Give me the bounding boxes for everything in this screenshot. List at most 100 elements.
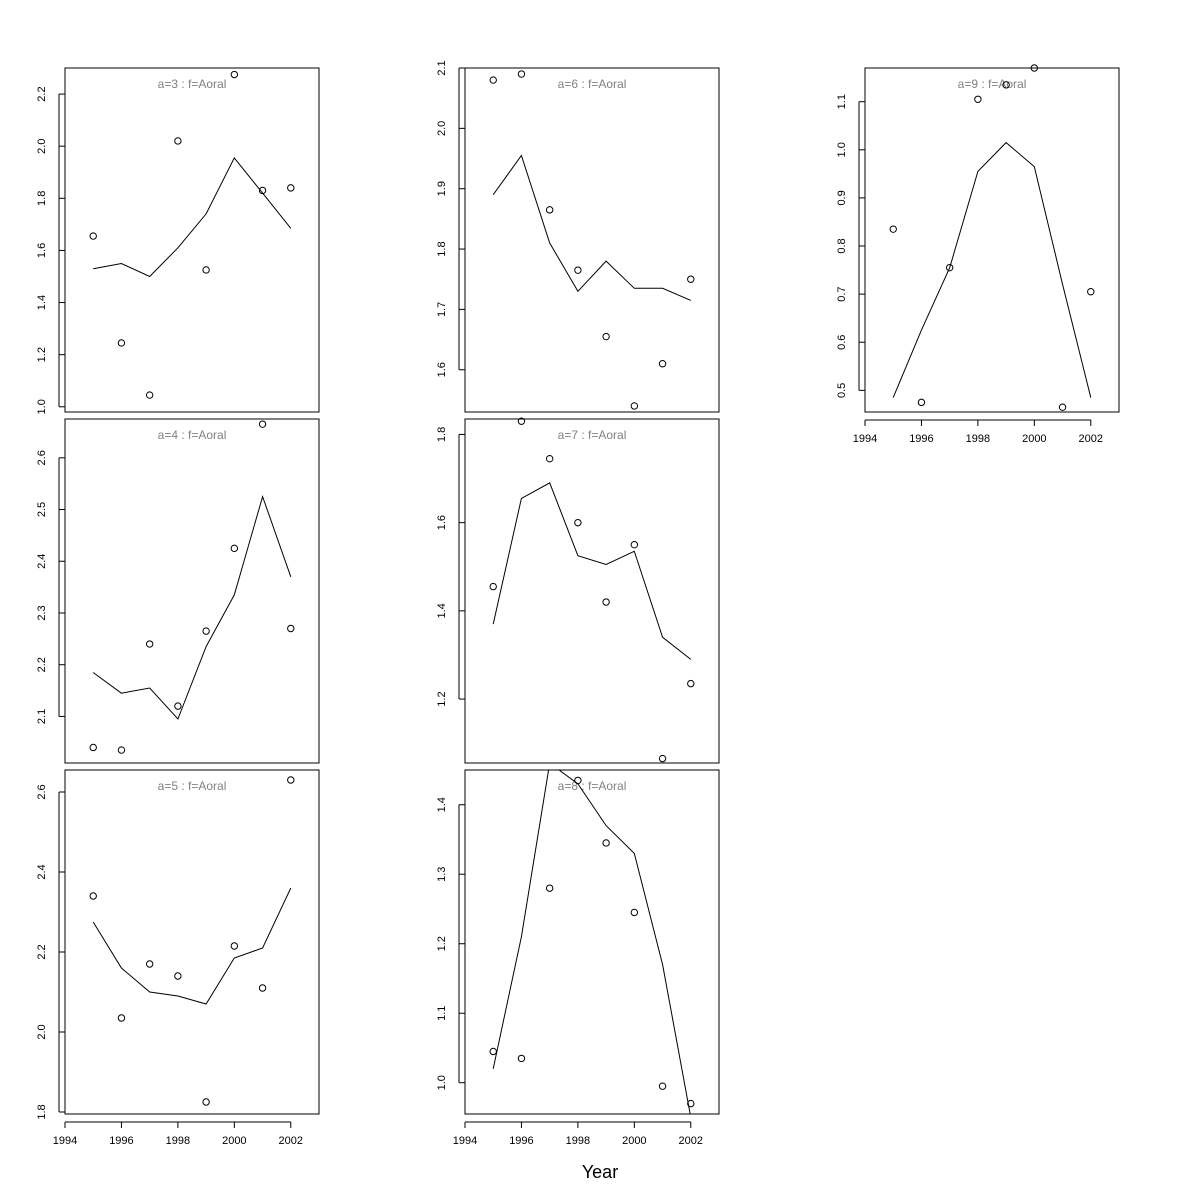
y-tick-label: 1.6 — [36, 243, 48, 258]
y-tick-label: 0.6 — [836, 335, 848, 350]
observed-point — [145, 391, 154, 399]
observed-point — [230, 942, 239, 950]
y-tick-label: 1.0 — [836, 142, 848, 157]
observed-point — [489, 582, 497, 591]
observed-point — [230, 70, 239, 79]
observed-point — [545, 454, 554, 463]
observed-point — [1002, 81, 1010, 89]
panel-title: a=5 : f=Aoral — [158, 779, 227, 793]
observed-point — [658, 360, 667, 368]
observed-point — [687, 275, 695, 283]
plot-area — [92, 887, 292, 1005]
y-tick-label: 0.7 — [836, 286, 848, 301]
plot-area — [492, 770, 691, 1114]
panel-title: a=9 : f=Aoral — [958, 77, 1027, 91]
observed-point — [89, 892, 97, 900]
x-tick-label: 1996 — [909, 433, 933, 445]
y-tick-label: 1.1 — [836, 94, 848, 109]
observed-point — [574, 518, 582, 527]
plot-area — [892, 141, 1092, 398]
x-tick-label: 1994 — [453, 1135, 477, 1147]
observed-point — [258, 420, 267, 428]
y-tick-label: 2.3 — [36, 605, 48, 620]
observed-point — [174, 972, 182, 980]
y-tick-label: 2.0 — [36, 139, 48, 154]
observed-point — [658, 754, 667, 763]
y-tick-label: 1.3 — [436, 867, 448, 882]
x-tick-label: 1996 — [509, 1135, 533, 1147]
plot-area — [492, 482, 692, 660]
y-tick-label: 2.2 — [36, 86, 48, 101]
observed-point — [517, 70, 526, 78]
plot-frame — [464, 418, 720, 764]
y-tick-label: 2.4 — [36, 864, 48, 879]
plot-area — [492, 154, 691, 301]
plot-frame — [464, 769, 720, 1115]
panel: a=8 : f=Aoral 1.0 1.1 1.2 1.3 1.4 1994 1996 1998… — [436, 769, 720, 1147]
y-tick-label: 1.2 — [36, 347, 48, 362]
observed-point — [258, 984, 267, 992]
observed-point — [974, 95, 982, 103]
observed-point — [489, 76, 497, 84]
observed-point — [117, 339, 126, 347]
y-tick-label: 1.9 — [436, 181, 448, 196]
x-tick-label: 1994 — [53, 1135, 77, 1147]
fitted-line — [492, 770, 691, 1114]
observed-point — [687, 679, 695, 688]
figure-xlabel: Year — [582, 1162, 618, 1182]
panel-title: a=4 : f=Aoral — [158, 428, 227, 442]
y-tick-label: 2.2 — [36, 657, 48, 672]
panel-title: a=7 : f=Aoral — [558, 428, 627, 442]
observed-point — [202, 1098, 210, 1106]
observed-point — [658, 1082, 667, 1090]
plot-frame — [64, 418, 320, 764]
y-tick-label: 0.9 — [836, 190, 848, 205]
y-tick-label: 1.6 — [436, 362, 448, 377]
panel-title: a=6 : f=Aoral — [558, 77, 627, 91]
observed-point — [174, 137, 182, 145]
observed-point — [602, 332, 610, 341]
fitted-line — [93, 156, 292, 278]
observed-point — [230, 544, 239, 553]
x-tick-label: 1998 — [166, 1135, 190, 1147]
observed-point — [489, 1047, 497, 1056]
plot-area — [93, 156, 292, 278]
observed-point — [89, 232, 97, 240]
observed-point — [630, 540, 639, 549]
observed-point — [145, 960, 154, 968]
observed-point — [889, 225, 897, 233]
panel: a=4 : f=Aoral 2.1 2.2 2.3 2.4 2.5 2.6 — [36, 418, 320, 764]
y-tick-label: 1.8 — [36, 1104, 48, 1119]
x-tick-label: 2002 — [1079, 433, 1103, 445]
y-tick-label: 0.8 — [836, 238, 848, 253]
y-tick-label: 1.0 — [436, 1075, 448, 1090]
observed-point — [945, 263, 954, 272]
observed-point — [145, 640, 154, 648]
panel-title: a=3 : f=Aoral — [158, 77, 227, 91]
observed-point — [517, 1054, 526, 1063]
y-tick-label: 1.4 — [436, 603, 448, 618]
observed-point — [1030, 64, 1039, 72]
y-tick-label: 2.1 — [436, 60, 448, 75]
observed-point — [574, 266, 582, 274]
observed-point — [630, 908, 639, 917]
x-tick-label: 1998 — [966, 433, 990, 445]
observed-point — [574, 776, 582, 785]
observed-point — [174, 702, 182, 710]
y-tick-label: 2.2 — [36, 944, 48, 959]
observed-point — [202, 266, 210, 274]
y-tick-label: 1.2 — [436, 691, 448, 706]
observed-point — [117, 1014, 126, 1022]
y-tick-label: 2.1 — [36, 709, 48, 724]
plot-frame — [864, 67, 1120, 413]
y-tick-label: 2.4 — [36, 554, 48, 569]
observed-point — [202, 627, 210, 635]
x-tick-label: 2002 — [279, 1135, 303, 1147]
observed-point — [117, 746, 126, 754]
y-tick-label: 1.4 — [36, 295, 48, 310]
plot-frame — [64, 67, 320, 413]
observed-point — [287, 776, 295, 784]
y-tick-label: 0.5 — [836, 383, 848, 398]
plot-area — [92, 494, 292, 720]
